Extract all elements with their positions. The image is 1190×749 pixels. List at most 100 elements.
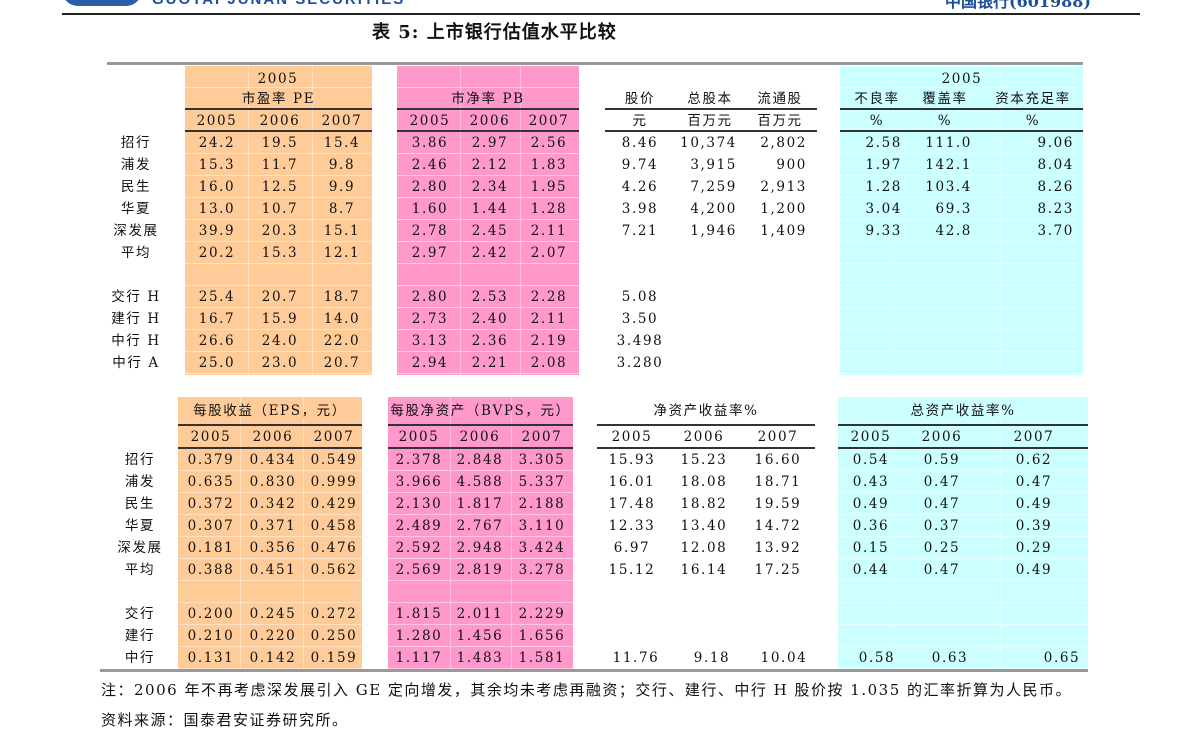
row-label: 民生 — [120, 179, 152, 195]
pb-value: 2.42 — [471, 245, 509, 261]
roe-value: 17.48 — [608, 496, 656, 512]
column-header: 覆盖率 — [922, 91, 968, 107]
roa-value: 0.49 — [1015, 562, 1053, 578]
grid-line — [178, 646, 362, 647]
roa-block — [838, 397, 1088, 669]
eps-value: 0.458 — [310, 518, 358, 534]
grid-line — [303, 397, 304, 669]
row-label: 中行 — [124, 650, 156, 666]
grid-line — [893, 397, 894, 669]
shares-value: 1,200 — [760, 201, 807, 217]
eps-value: 0.159 — [310, 650, 358, 666]
pb-value: 2.45 — [471, 223, 509, 239]
pb-value: 2.11 — [530, 311, 568, 327]
grid-line — [838, 624, 1088, 625]
asset-quality-block — [840, 66, 1083, 375]
row-label: 平均 — [124, 562, 156, 578]
row-label: 华夏 — [120, 201, 152, 217]
table-bottom-rule — [100, 669, 1088, 672]
grid-line — [840, 197, 1083, 198]
column-header: 流通股 — [757, 91, 803, 107]
row-label: 浦发 — [120, 157, 152, 173]
rule — [597, 447, 815, 449]
roe-value: 14.72 — [754, 518, 802, 534]
asset-quality-value — [882, 264, 972, 286]
pe-value: 12.5 — [261, 179, 299, 195]
grid-line — [840, 87, 1083, 88]
bvps-block — [388, 397, 573, 669]
grid-line — [838, 514, 1088, 515]
grid-line — [840, 241, 1083, 242]
grid-line — [840, 219, 1083, 220]
grid-line — [185, 351, 372, 352]
grid-line — [388, 646, 573, 647]
brand-text: GUOTAI JUNAN SECURITIES — [152, 0, 405, 8]
grid-line — [388, 492, 573, 493]
roe-value: 11.76 — [612, 650, 660, 666]
roe-value: 10.04 — [760, 650, 808, 666]
bvps-value: 2.489 — [395, 518, 443, 534]
pe-value: 16.7 — [198, 311, 236, 327]
asset-quality-value: 3.04 — [865, 201, 902, 217]
year-header: 2006 — [252, 429, 294, 445]
pb-value: 2.40 — [471, 311, 509, 327]
pe-value: 23.0 — [261, 355, 299, 371]
pb-value: 2.19 — [530, 333, 568, 349]
pe-value: 20.7 — [323, 355, 361, 371]
pe-value: 8.7 — [328, 201, 356, 217]
table-note: 注：2006 年不再考虑深发展引入 GE 定向增发，其余均未考虑再融资；交行、建… — [101, 681, 1073, 699]
shares-value — [717, 352, 807, 374]
asset-quality-value — [984, 264, 1074, 286]
shares-value — [717, 330, 807, 352]
roa-value: 0.62 — [1015, 452, 1053, 468]
asset-quality-value — [882, 308, 972, 330]
grid-line — [840, 329, 1083, 330]
eps-value: 0.200 — [187, 606, 235, 622]
bvps-value: 1.656 — [518, 628, 566, 644]
price-value: 3.498 — [616, 333, 664, 349]
pe-value: 10.7 — [261, 201, 299, 217]
year-header: 2007 — [757, 429, 799, 445]
roa-value: 0.65 — [1043, 650, 1081, 666]
bvps-value: 1.117 — [395, 650, 443, 666]
rule — [388, 424, 573, 426]
table-top-rule — [107, 62, 1083, 65]
eps-value: 0.272 — [310, 606, 358, 622]
eps-value — [289, 581, 379, 603]
pb-value: 2.73 — [411, 311, 449, 327]
roa-value: 0.39 — [1015, 518, 1053, 534]
asset-quality-value — [882, 352, 972, 374]
asset-quality-value — [984, 352, 1074, 374]
eps-value: 0.250 — [310, 628, 358, 644]
unit-header: % — [937, 113, 953, 129]
grid-line — [178, 558, 362, 559]
grid-line — [397, 87, 579, 88]
eps-value: 0.342 — [249, 496, 297, 512]
grid-line — [838, 646, 1088, 647]
roa-value: 0.47 — [1015, 474, 1053, 490]
pe-value: 15.3 — [261, 245, 299, 261]
rule — [840, 108, 1083, 110]
roe-value — [733, 625, 823, 647]
row-label: 深发展 — [113, 223, 159, 239]
unit-header: 元 — [632, 113, 648, 129]
pe-value: 12.1 — [323, 245, 361, 261]
bvps-value: 1.280 — [395, 628, 443, 644]
grid-line — [520, 66, 521, 375]
pb-value: 1.60 — [411, 201, 449, 217]
bvps-value: 1.815 — [395, 606, 443, 622]
year-header: 2007 — [528, 113, 570, 129]
pb-value: 3.86 — [411, 135, 449, 151]
pb-value: 1.95 — [530, 179, 568, 195]
bvps-header: 每股净资产（BVPS，元） — [390, 403, 571, 419]
bvps-value — [497, 581, 587, 603]
bvps-value: 4.588 — [456, 474, 504, 490]
roa-value — [989, 603, 1079, 625]
asset-quality-value — [882, 242, 972, 264]
row-label: 民生 — [124, 496, 156, 512]
pb-value: 2.97 — [411, 245, 449, 261]
pb-value: 3.13 — [411, 333, 449, 349]
roa-value: 0.47 — [923, 474, 961, 490]
bvps-value: 3.305 — [518, 452, 566, 468]
